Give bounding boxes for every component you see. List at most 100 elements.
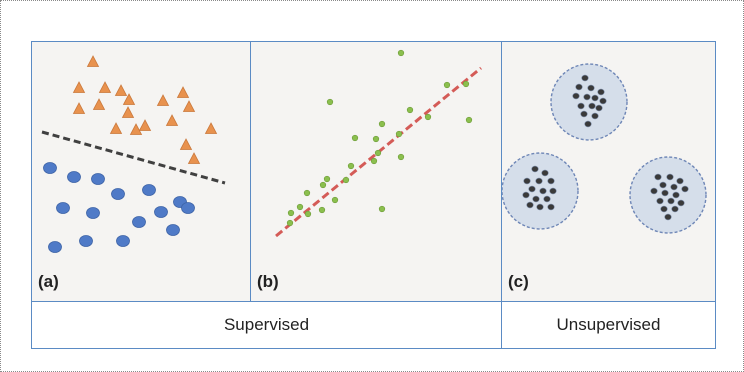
- cluster-member-dot: [572, 92, 580, 100]
- regression-plot: [275, 49, 482, 238]
- cluster-member-dot: [666, 173, 674, 181]
- circle-point: [132, 216, 146, 228]
- cluster: [550, 63, 628, 141]
- classification-plot: [41, 55, 226, 253]
- data-point: [342, 176, 350, 184]
- cluster-member-dot: [671, 205, 679, 213]
- panel-label-c: (c): [508, 272, 529, 291]
- category-supervised: Supervised: [32, 302, 502, 348]
- circle-point: [56, 202, 70, 214]
- cluster-member-dot: [535, 177, 543, 185]
- triangle-point: [72, 81, 86, 93]
- triangle-point: [109, 122, 123, 134]
- cluster-member-dot: [536, 203, 544, 211]
- circle-point: [181, 202, 195, 214]
- panel-classification: (a): [32, 42, 251, 301]
- panel-regression: (b): [251, 42, 502, 301]
- cluster-member-dot: [575, 83, 583, 91]
- triangle-point: [182, 100, 196, 112]
- cluster-member-dot: [676, 177, 684, 185]
- circle-point: [142, 184, 156, 196]
- data-point: [347, 162, 355, 170]
- data-point: [286, 219, 294, 227]
- data-point: [397, 49, 405, 57]
- circle-point: [43, 162, 57, 174]
- data-point: [395, 130, 403, 138]
- triangle-point: [179, 138, 193, 150]
- data-point: [318, 206, 326, 214]
- row-divider: [32, 301, 715, 302]
- circle-point: [48, 241, 62, 253]
- cluster-member-dot: [654, 173, 662, 181]
- cluster-member-dot: [672, 191, 680, 199]
- triangle-point: [122, 93, 136, 105]
- data-point: [378, 120, 386, 128]
- cluster-member-dot: [591, 94, 599, 102]
- data-point: [323, 175, 331, 183]
- circle-point: [166, 224, 180, 236]
- cluster-member-dot: [543, 195, 551, 203]
- data-point: [296, 203, 304, 211]
- cluster-member-dot: [670, 183, 678, 191]
- cluster-member-dot: [522, 191, 530, 199]
- cluster-member-dot: [599, 97, 607, 105]
- cluster-member-dot: [595, 104, 603, 112]
- data-point: [287, 209, 295, 217]
- cluster-member-dot: [526, 201, 534, 209]
- circle-point: [116, 235, 130, 247]
- cluster-member-dot: [547, 203, 555, 211]
- circle-point: [91, 173, 105, 185]
- cluster-member-dot: [584, 120, 592, 128]
- data-point: [351, 134, 359, 142]
- cluster-member-dot: [577, 102, 585, 110]
- cluster-member-dot: [587, 84, 595, 92]
- cluster-member-dot: [650, 187, 658, 195]
- data-point: [326, 98, 334, 106]
- cluster-member-dot: [660, 205, 668, 213]
- cluster-member-dot: [532, 195, 540, 203]
- data-point: [370, 157, 378, 165]
- cluster-member-dot: [549, 187, 557, 195]
- data-point: [443, 81, 451, 89]
- cluster-member-dot: [539, 187, 547, 195]
- cluster-member-dot: [656, 197, 664, 205]
- clustering-plot: [502, 63, 707, 234]
- triangle-point: [121, 106, 135, 118]
- cluster-member-dot: [531, 165, 539, 173]
- cluster-member-dot: [581, 74, 589, 82]
- cluster-member-dot: [664, 213, 672, 221]
- cluster-member-dot: [659, 181, 667, 189]
- decision-boundary-line: [41, 130, 226, 185]
- data-point: [372, 135, 380, 143]
- triangle-point: [98, 81, 112, 93]
- cluster-member-dot: [667, 197, 675, 205]
- cluster-member-dot: [681, 185, 689, 193]
- cluster: [502, 152, 579, 230]
- data-point: [331, 196, 339, 204]
- triangle-point: [165, 114, 179, 126]
- triangle-point: [86, 55, 100, 67]
- triangle-point: [72, 102, 86, 114]
- triangle-point: [156, 94, 170, 106]
- circle-point: [154, 206, 168, 218]
- panel-label-b: (b): [257, 272, 279, 291]
- triangle-point: [138, 119, 152, 131]
- triangle-point: [187, 152, 201, 164]
- data-point: [406, 106, 414, 114]
- circle-point: [67, 171, 81, 183]
- cluster-boundary: [550, 63, 628, 141]
- panel-label-a: (a): [38, 272, 59, 291]
- cluster-member-dot: [523, 177, 531, 185]
- panel-clustering: (c): [502, 42, 715, 301]
- data-point: [304, 210, 312, 218]
- triangle-point: [114, 84, 128, 96]
- category-unsupervised: Unsupervised: [556, 315, 661, 334]
- figure-frame: (a) (b) (c) Supervised Unsupervised: [31, 41, 716, 349]
- cluster-member-dot: [541, 169, 549, 177]
- cluster-member-dot: [591, 112, 599, 120]
- cluster-member-dot: [677, 199, 685, 207]
- triangle-point: [176, 86, 190, 98]
- cluster-member-dot: [580, 110, 588, 118]
- data-point: [424, 113, 432, 121]
- triangle-point: [92, 98, 106, 110]
